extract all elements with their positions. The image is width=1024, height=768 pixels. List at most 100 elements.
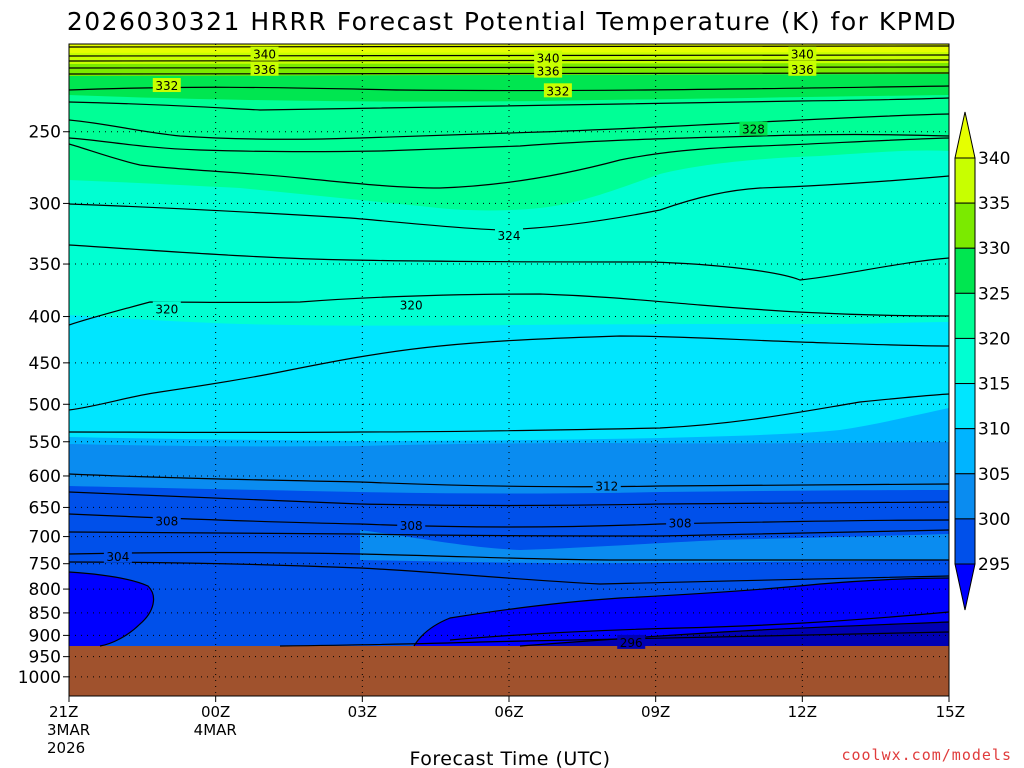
x-tick-label: 2026 [47, 739, 85, 757]
contour-line [69, 175, 949, 231]
contour-line [69, 244, 949, 281]
band-300-305-lower [360, 530, 949, 564]
colorbar-segment [954, 383, 976, 430]
contour-label-bg [617, 634, 646, 649]
contour-label: 296 [617, 634, 646, 650]
colorbar-label: 340 [978, 149, 1010, 169]
contour-label-text: 340 [253, 48, 276, 62]
y-axis: 2503003504004505005506006507007508008509… [18, 123, 69, 688]
y-tick-label: 800 [29, 580, 61, 600]
y-tick-label: 250 [29, 123, 61, 143]
contour-line [69, 571, 155, 647]
contour-line [69, 473, 949, 488]
contour-label: 340 [534, 50, 563, 66]
contour-label-bg [152, 513, 181, 528]
credit-text: coolwx.com/models [841, 746, 1012, 764]
contour-label-bg [534, 50, 563, 65]
contour-label: 336 [534, 63, 563, 79]
contour-line [69, 293, 949, 326]
y-tick-label: 900 [29, 626, 61, 646]
contour-label-text: 304 [106, 550, 129, 564]
contour-label-text: 336 [253, 63, 276, 77]
colorbar-label: 315 [978, 375, 1010, 395]
y-tick-label: 750 [29, 555, 61, 575]
contour-line [69, 491, 949, 507]
contour-line [69, 335, 949, 411]
x-axis-label: Forecast Time (UTC) [410, 748, 611, 768]
contour-label: 324 [495, 227, 523, 243]
contour-label-text: 336 [791, 63, 814, 77]
contour-label-bg [666, 515, 695, 530]
contour-line [69, 137, 949, 189]
contour-label: 332 [152, 78, 181, 93]
contour-line [69, 85, 949, 92]
contour-label-text: 332 [546, 84, 569, 98]
contour-label-text: 296 [620, 636, 643, 650]
y-tick-label: 400 [29, 308, 61, 328]
y-tick-label: 700 [29, 528, 61, 548]
colorbar-label: 335 [978, 194, 1010, 214]
contour-label: 336 [250, 61, 279, 77]
x-tick-label: 15Z [936, 703, 965, 721]
colorbar-segment [954, 337, 976, 385]
contour-label-bg [739, 121, 768, 136]
contour-label: 320 [397, 297, 426, 313]
terrain [69, 646, 949, 696]
contour-line [69, 551, 949, 561]
contour-label-text: 328 [742, 123, 765, 137]
contour-label-bg [788, 61, 817, 76]
contour-label-text: 312 [595, 480, 618, 494]
contour-label-bg [152, 78, 181, 93]
x-tick-label: 3MAR [47, 721, 90, 739]
contour-label-bg [534, 63, 563, 78]
colorbar-segment [954, 473, 976, 520]
contour-label-bg [103, 548, 132, 563]
contour-label: 340 [250, 46, 279, 62]
y-tick-label: 450 [29, 354, 61, 374]
colorbar-arrow-top [954, 111, 976, 159]
contour-label: 320 [152, 301, 181, 317]
contour-label-text: 320 [155, 303, 178, 317]
y-tick-label: 600 [29, 467, 61, 487]
x-tick-label: 12Z [788, 703, 817, 721]
colorbar: 340 335 330 325 320 315 310 305 300 295 [954, 111, 1010, 611]
contour-label: 340 [788, 46, 817, 62]
colorbar-arrow-bottom [954, 563, 976, 611]
contour-line [413, 577, 949, 647]
colorbar-segment [954, 428, 976, 475]
colorbar-segment [954, 202, 976, 249]
colorbar-segment [954, 157, 976, 204]
y-tick-label: 550 [29, 433, 61, 453]
contour-label-bg [495, 227, 523, 242]
x-tick-label: 00Z [201, 703, 230, 721]
contour-label-text: 340 [537, 52, 560, 66]
band-lowest-blue [69, 572, 154, 646]
contour-label-bg [397, 518, 426, 533]
contour-label: 336 [788, 61, 817, 77]
y-tick-label: 500 [29, 395, 61, 415]
contour-line [69, 513, 949, 528]
colorbar-label: 305 [978, 465, 1010, 485]
contour-label-text: 308 [400, 519, 423, 533]
contour-label-text: 320 [400, 299, 423, 313]
y-tick-label: 650 [29, 498, 61, 518]
contour-label: 328 [739, 121, 768, 137]
contour-line [69, 113, 949, 140]
colorbar-label: 325 [978, 284, 1010, 304]
y-tick-label: 300 [29, 194, 61, 214]
contour-line [69, 529, 949, 537]
x-tick-label: 09Z [641, 703, 670, 721]
colorbar-segment [954, 247, 976, 294]
y-tick-label: 1000 [18, 668, 61, 688]
contour-label-bg [543, 83, 572, 98]
colorbar-label: 295 [978, 555, 1010, 575]
contour-line [69, 393, 949, 434]
contour-label-bg [397, 297, 426, 312]
contour-line [449, 611, 949, 641]
y-tick-label: 350 [29, 255, 61, 275]
colorbar-label: 330 [978, 239, 1010, 259]
x-tick-label: 21Z [49, 703, 78, 721]
contour-label-bg [250, 46, 279, 61]
contour-label-bg [250, 61, 279, 76]
